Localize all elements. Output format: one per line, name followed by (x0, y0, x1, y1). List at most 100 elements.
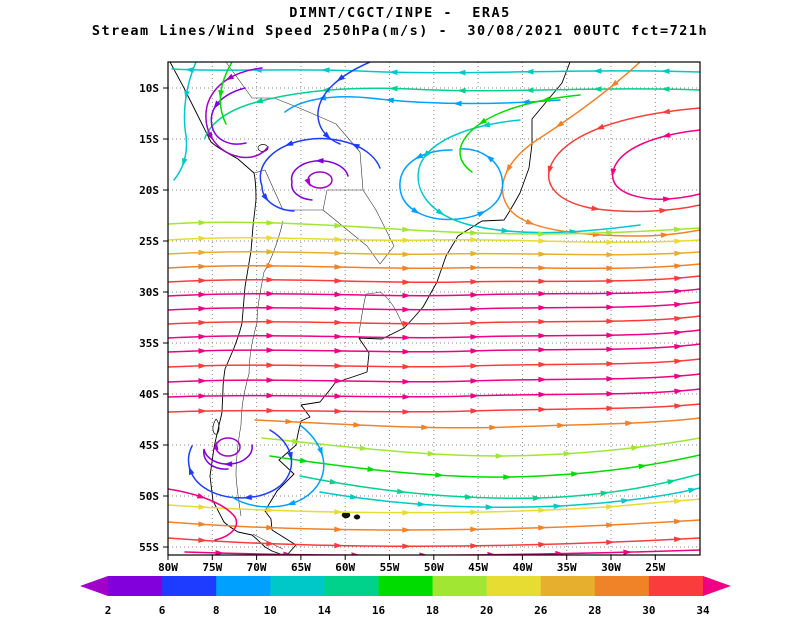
streamline-arrow (591, 205, 601, 212)
streamline-arrow (674, 301, 683, 308)
streamline-arrow (402, 378, 411, 385)
lon-tick-label: 75W (202, 561, 222, 574)
streamline-arrow (674, 343, 683, 350)
streamline-arrow (593, 68, 602, 74)
streamline (168, 301, 700, 311)
streamline (307, 171, 333, 189)
streamline-arrow (198, 378, 207, 384)
streamline-arrow (673, 518, 683, 525)
streamline-arrow (198, 263, 207, 270)
lon-tick-label: 25W (645, 561, 665, 574)
streamline-arrow (266, 304, 275, 311)
streamline-arrow (674, 275, 683, 282)
streamline-arrow (215, 550, 224, 555)
streamline-arrow (243, 494, 252, 501)
streamline-arrow (402, 409, 411, 415)
streamline-arrow (485, 504, 495, 510)
streamline-arrow (402, 306, 411, 313)
colorbar-segment (432, 576, 488, 596)
streamline (269, 454, 700, 478)
streamline-arrow (606, 405, 615, 412)
streamline-arrow (334, 378, 343, 384)
streamline (173, 62, 197, 181)
streamline-arrow (284, 140, 294, 147)
streamline (168, 498, 700, 514)
lon-tick-label: 60W (335, 561, 355, 574)
streamline-arrow (334, 319, 343, 326)
streamline-arrow (674, 288, 683, 295)
lat-tick-label: 30S (139, 286, 159, 299)
streamline-arrow (470, 543, 479, 549)
streamline-arrow (198, 537, 207, 543)
streamline-arrow (525, 87, 534, 93)
colorbar-segment (378, 576, 434, 596)
colorbar: 2 6 8 10 14 16 18 20 26 28 30 34 (80, 576, 731, 617)
streamline-arrow (266, 318, 275, 325)
streamline-arrow (266, 507, 275, 513)
streamline (299, 473, 700, 499)
streamline-arrow (334, 236, 343, 243)
streamline-arrow (673, 498, 683, 505)
streamline-arrow (266, 347, 275, 353)
streamline (168, 250, 700, 256)
streamline (168, 315, 700, 325)
streamline-arrow (185, 67, 194, 73)
streamline-arrow (402, 543, 411, 550)
lon-tick-label: 45W (468, 561, 488, 574)
streamline-arrow (470, 526, 479, 533)
streamline-arrow (470, 306, 479, 312)
streamline-arrow (435, 208, 445, 216)
streamline-arrow (402, 348, 411, 355)
colorbar-label: 16 (372, 604, 386, 617)
streamline-arrow (402, 320, 411, 327)
streamline-arrow (606, 376, 615, 382)
streamline-arrow (674, 238, 683, 245)
streamline-arrow (334, 250, 343, 256)
streamline-arrow (538, 524, 547, 531)
streamline-arrow (593, 86, 602, 92)
streamline-arrow (198, 504, 207, 510)
streamline-arrow (254, 97, 264, 104)
streamline (399, 148, 504, 221)
streamline (171, 68, 700, 74)
streamline-arrow (525, 218, 535, 225)
country-border (358, 291, 405, 334)
streamline-arrow (538, 391, 547, 398)
streamline (168, 403, 700, 413)
streamline (215, 437, 241, 457)
streamline (204, 87, 700, 139)
streamline-arrow (198, 348, 207, 354)
streamline-arrow (402, 363, 411, 370)
coastline (264, 61, 571, 556)
streamline-arrow (266, 262, 275, 269)
streamline-arrow (225, 73, 235, 81)
streamline (611, 129, 700, 200)
streamline-arrow (470, 348, 479, 354)
colorbar-label: 30 (642, 604, 655, 617)
streamline-arrow (621, 498, 630, 504)
streamline (203, 444, 253, 470)
streamline-arrow (625, 420, 634, 427)
streamline-arrow (606, 265, 615, 272)
streamline-arrow (351, 143, 361, 150)
streamline-arrow (457, 69, 466, 76)
streamline (417, 119, 641, 234)
streamline-arrow (266, 524, 275, 531)
streamline-arrow (198, 305, 207, 312)
streamline-arrow (674, 403, 683, 409)
streamline-arrow (606, 504, 615, 510)
streamline-arrow (198, 521, 207, 527)
streamline-arrow (476, 210, 486, 218)
streamline-arrow (541, 96, 551, 102)
streamline-arrow (563, 451, 573, 457)
streamline-arrow (334, 305, 343, 312)
streamline (168, 373, 700, 383)
streamline (231, 424, 325, 508)
streamline-arrow (198, 249, 207, 256)
streamline-arrow (674, 329, 683, 336)
colorbar-label: 34 (696, 604, 710, 617)
streamline-arrow (595, 123, 605, 130)
streamline-arrow (661, 68, 670, 75)
streamline-arrow (198, 408, 207, 414)
lon-tick-label: 50W (424, 561, 444, 574)
